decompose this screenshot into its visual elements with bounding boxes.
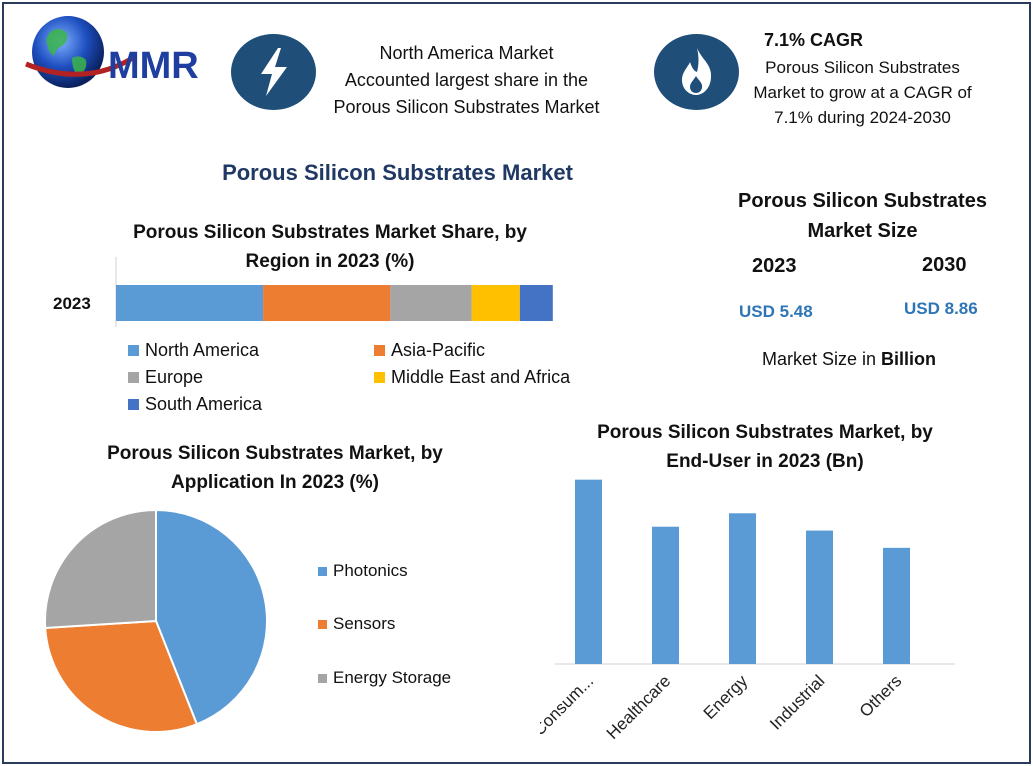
- market-size-value-2030: USD 8.86: [904, 299, 978, 318]
- legend-label-south-america: South America: [145, 394, 263, 414]
- end-user-bar-chart: Consum... Healthcare Energy Industrial Other…: [540, 479, 955, 743]
- market-size-unit: Market Size in Billion: [762, 349, 936, 370]
- legend-middle-east-africa: Middle East and Africa: [374, 367, 570, 388]
- page-title: Porous Silicon Substrates Market: [222, 160, 573, 185]
- end-user-tick-others: Others: [856, 671, 906, 721]
- end-user-bar-industrial: [806, 530, 833, 664]
- region-segment-europe: [390, 285, 472, 321]
- legend-swatch-europe: [128, 372, 139, 383]
- legend-south-america: South America: [128, 394, 262, 415]
- region-segment-middle-east-and-africa: [471, 285, 520, 321]
- end-user-tick-industrial: Industrial: [766, 671, 828, 733]
- market-size-year-2023: 2023: [752, 255, 797, 277]
- legend-swatch-photonics: [318, 566, 327, 576]
- legend-label-energy-storage: Energy Storage: [333, 668, 452, 687]
- market-size-year-2030: 2030: [922, 254, 967, 276]
- lightning-badge: [231, 34, 316, 110]
- legend-photonics: Photonics: [318, 561, 408, 581]
- region-chart-title: Porous Silicon Substrates Market Share, …: [95, 218, 565, 276]
- legend-label-sensors: Sensors: [333, 614, 396, 633]
- legend-swatch-north-america: [128, 345, 139, 356]
- region-stacked-bar-chart: [115, 257, 553, 327]
- region-segment-asia-pacific: [263, 285, 391, 321]
- end-user-tick-energy: Energy: [700, 671, 752, 723]
- region-chart-title-line2: Region in 2023 (%): [245, 251, 415, 272]
- mmr-logo: MMR: [20, 12, 215, 92]
- highlight1-line3: Porous Silicon Substrates Market: [333, 97, 600, 117]
- market-size-title-line2: Market Size: [807, 220, 918, 242]
- highlight2-line1: Porous Silicon Substrates: [765, 58, 960, 77]
- highlight1-line2: Accounted largest share in the: [344, 70, 589, 90]
- legend-asia-pacific: Asia-Pacific: [374, 340, 485, 361]
- legend-north-america: North America: [128, 340, 259, 361]
- legend-swatch-south-america: [128, 399, 139, 410]
- flame-icon: [682, 48, 712, 95]
- market-size-unit-bold: Billion: [881, 349, 937, 369]
- region-chart-title-line1: Porous Silicon Substrates Market Share, …: [133, 222, 527, 243]
- flame-badge: [654, 34, 739, 110]
- end-user-chart-title-line1: Porous Silicon Substrates Market, by: [597, 422, 933, 443]
- end-user-bar-others: [883, 547, 910, 664]
- legend-label-photonics: Photonics: [333, 561, 408, 580]
- legend-europe: Europe: [128, 367, 203, 388]
- market-size-unit-prefix: Market Size in: [762, 349, 882, 369]
- region-segment-south-america: [519, 285, 553, 321]
- legend-label-asia-pacific: Asia-Pacific: [391, 340, 486, 360]
- application-pie-chart: [44, 508, 268, 733]
- cagr-label: 7.1% CAGR: [764, 30, 864, 50]
- legend-sensors: Sensors: [318, 614, 395, 634]
- market-size-value-2023: USD 5.48: [739, 302, 813, 321]
- lightning-icon: [261, 48, 287, 96]
- pie-slice-sensors: [44, 619, 199, 733]
- globe-logo-icon: MMR: [25, 16, 199, 88]
- legend-swatch-energy-storage: [318, 673, 327, 683]
- pie-slice-energy-storage: [44, 508, 157, 630]
- end-user-chart-title-line2: End-User in 2023 (Bn): [666, 451, 864, 472]
- application-chart-title-line1: Porous Silicon Substrates Market, by: [107, 443, 443, 464]
- legend-swatch-asia-pacific: [374, 345, 385, 356]
- end-user-bar-consum: [575, 479, 602, 664]
- end-user-tick-healthcare: Healthcare: [603, 671, 675, 743]
- legend-label-middle-east-africa: Middle East and Africa: [391, 367, 571, 387]
- region-chart-category-label: 2023: [53, 294, 91, 313]
- highlight-north-america: North America Market Accounted largest s…: [300, 40, 633, 121]
- highlight-cagr: Porous Silicon Substrates Market to grow…: [740, 55, 985, 130]
- application-chart-title-line2: Application In 2023 (%): [171, 472, 379, 493]
- legend-energy-storage: Energy Storage: [318, 668, 451, 688]
- legend-swatch-sensors: [318, 619, 327, 629]
- highlight1-line1: North America Market: [379, 43, 554, 63]
- highlight2-line3: 7.1% during 2024-2030: [774, 108, 951, 127]
- end-user-bar-healthcare: [652, 526, 679, 664]
- legend-label-north-america: North America: [145, 340, 260, 360]
- legend-swatch-middle-east-africa: [374, 372, 385, 383]
- end-user-chart-title: Porous Silicon Substrates Market, by End…: [560, 418, 970, 476]
- pie-slice-photonics: [155, 508, 268, 726]
- application-chart-title: Porous Silicon Substrates Market, by App…: [60, 439, 490, 497]
- end-user-tick-consum: Consum...: [540, 671, 597, 739]
- region-segment-north-america: [116, 285, 264, 321]
- logo-text: MMR: [108, 45, 199, 87]
- legend-label-europe: Europe: [145, 367, 204, 387]
- market-size-title-line1: Porous Silicon Substrates: [738, 190, 987, 212]
- end-user-bar-energy: [729, 513, 756, 664]
- highlight2-line2: Market to grow at a CAGR of: [753, 83, 972, 102]
- market-size-title: Porous Silicon Substrates Market Size: [715, 186, 1010, 246]
